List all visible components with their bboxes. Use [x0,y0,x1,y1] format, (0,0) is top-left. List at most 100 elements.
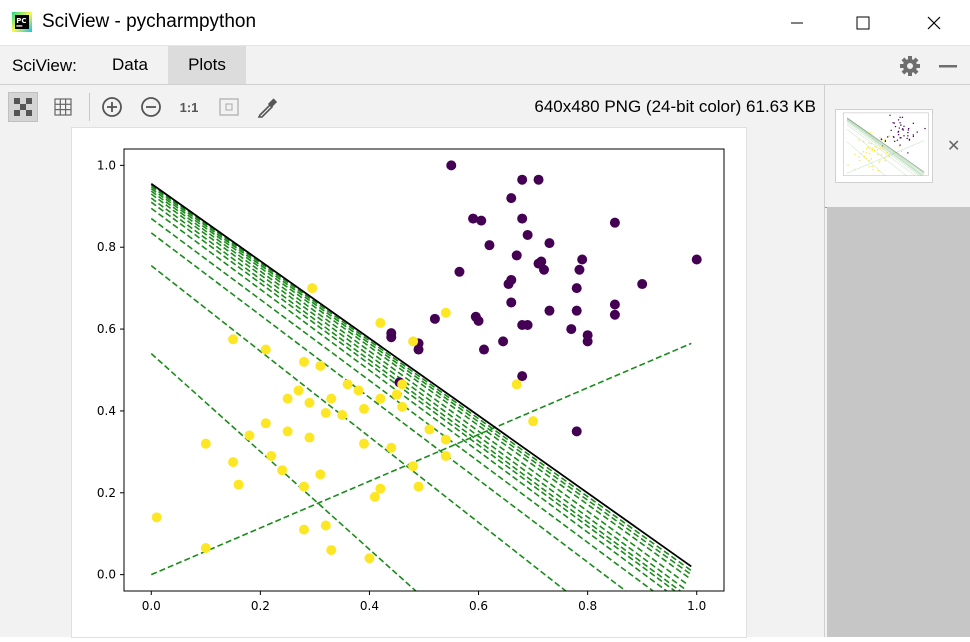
maximize-window-button[interactable] [840,0,886,45]
zoom-in-button[interactable] [97,92,127,122]
point-class1-29 [440,434,451,445]
point-class1-0 [307,283,318,294]
y-tick-label: 0.0 [97,568,116,582]
minimize-window-button[interactable] [774,0,820,45]
point-class0-8 [609,217,620,228]
points-layer [151,160,702,564]
y-tick-label: 0.6 [97,322,116,336]
point-class0-1 [517,174,528,185]
point-class1-14 [304,397,315,408]
title-bar: PC SciView - pycharmpython [0,0,970,46]
point-class0-7 [522,229,533,240]
lines-layer [150,183,692,592]
color-picker-button[interactable] [253,92,283,122]
actual-size-icon: 1:1 [179,99,199,115]
point-class0-44 [571,426,582,437]
fit-icon [219,98,239,116]
point-class1-22 [282,426,293,437]
zoom-out-icon [141,97,161,117]
iteration-line-8 [150,193,686,590]
point-class0-16 [577,254,588,265]
tab-data[interactable]: Data [112,55,148,74]
point-class1-5 [440,307,451,318]
plot-viewport[interactable]: 0.0 0.2 0.4 0.6 0.8 1.0 0.0 0.2 0.4 0.6 0.8 1.0 [0,128,824,637]
point-class0-22 [691,254,702,265]
pycharm-app-icon: PC [12,12,32,32]
show-grid-button[interactable] [48,92,78,122]
point-class1-20 [337,410,348,421]
point-class0-32 [566,324,577,335]
point-class0-25 [506,297,517,308]
point-class0-24 [473,315,484,326]
iteration-line-7 [150,197,681,592]
point-class0-31 [522,319,533,330]
decision-boundary-line [150,183,692,568]
point-class0-28 [544,305,555,316]
point-class1-1 [375,317,386,328]
show-transparency-grid-button[interactable] [8,92,38,122]
point-class0-5 [476,215,487,226]
settings-button[interactable] [898,54,922,78]
point-class1-43 [151,512,162,523]
window-title: SciView - pycharmpython [42,11,257,32]
point-class0-19 [503,279,514,290]
x-tick-label: 0.8 [578,599,597,613]
sciview-tabs-bar: SciView: Data Plots [0,46,970,85]
iteration-line-2 [150,265,567,592]
tab-plots[interactable]: Plots [168,46,246,84]
point-class0-21 [637,279,648,290]
point-class1-18 [397,401,408,412]
app-icon-text: PC [16,17,26,25]
point-class1-38 [369,491,380,502]
zoom-out-button[interactable] [136,92,166,122]
close-window-button[interactable] [911,0,957,45]
point-class1-37 [233,479,244,490]
close-thumbnail-icon[interactable]: ✕ [947,138,961,155]
x-tick-label: 1.0 [687,599,706,613]
iteration-line-1 [150,353,417,592]
point-class1-13 [397,379,408,390]
point-class0-35 [429,313,440,324]
point-class0-15 [574,264,585,275]
point-class1-46 [364,553,375,564]
point-class0-10 [544,238,555,249]
point-class1-7 [315,360,326,371]
point-class0-13 [536,256,547,267]
point-class0-2 [533,174,544,185]
actual-size-button[interactable]: 1:1 [174,92,204,122]
fit-zoom-button[interactable] [214,92,244,122]
point-class0-34 [582,336,593,347]
point-class0-14 [539,264,549,275]
toolbar-separator [89,93,90,121]
point-class1-12 [353,385,364,396]
iteration-line-9 [150,190,689,586]
point-class1-48 [528,416,539,427]
x-tick-label: 0.4 [360,599,379,613]
point-class1-47 [511,379,522,390]
point-class1-30 [440,450,451,461]
iteration-line-3 [150,232,627,592]
point-class1-41 [320,520,331,531]
x-tick-label: 0.2 [251,599,270,613]
point-class1-21 [260,418,271,429]
minimize-icon [791,22,803,23]
point-class0-37 [386,332,397,343]
x-tick-label: 0.6 [469,599,488,613]
point-class1-39 [375,483,386,494]
point-class1-3 [260,344,271,355]
iteration-line-10 [150,188,691,580]
plot-thumbnail[interactable] [835,109,933,183]
point-class0-17 [454,266,465,277]
plot-thumbnails-panel: ✕ [824,85,970,637]
point-class0-11 [511,250,522,261]
point-class0-20 [571,283,582,294]
hide-panel-button[interactable] [936,54,960,78]
point-class1-45 [326,545,337,556]
point-class0-41 [498,336,509,347]
minus-icon [939,65,957,68]
iteration-line-0 [150,342,692,576]
point-class1-32 [266,450,277,461]
point-class1-31 [408,461,419,472]
scatter-plot: 0.0 0.2 0.4 0.6 0.8 1.0 0.0 0.2 0.4 0.6 0.8 1.0 [97,148,725,613]
point-class0-3 [506,193,517,204]
